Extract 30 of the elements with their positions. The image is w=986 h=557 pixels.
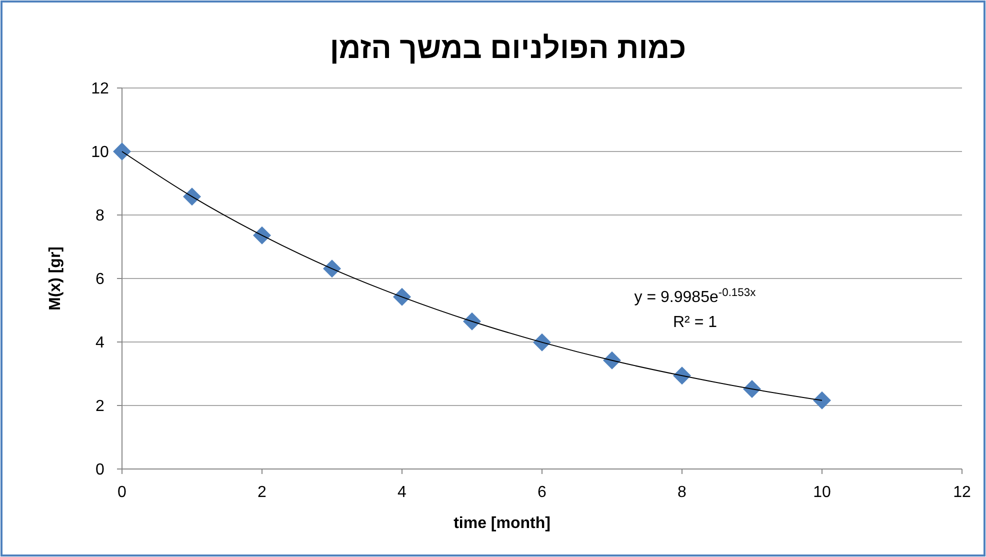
annotation: y = 9.9985e$^{-0.153x}$ [634,287,756,306]
y-tick-label: 6 [96,271,105,288]
x-tick-label: 6 [538,484,547,501]
point [743,380,761,398]
y-tick-label: 10 [91,144,109,162]
y-tick-label: 8 [96,208,105,225]
point [393,288,411,306]
y-axis-title: M(x) [gr] [47,246,64,310]
x-tick-label: 4 [398,484,407,501]
x-tick-label: 8 [678,484,687,501]
point [323,260,341,278]
point [673,366,691,385]
x-tick-label: 0 [118,484,127,501]
x-axis-title: time [month] [454,515,550,532]
point [603,351,621,370]
y-tick-label: 2 [96,398,105,416]
point [253,226,271,244]
chart-title: כמות הפולניום במשך הזמן [330,32,686,65]
point [463,312,481,330]
annotation: R² = 1 [672,314,718,331]
y-tick-label: 4 [96,334,105,352]
point [113,142,131,160]
point [813,391,831,410]
point [533,333,551,352]
point [183,188,201,206]
x-tick-label: 2 [258,484,267,501]
y-tick-label: 12 [91,80,109,98]
y-tick-label: 0 [96,462,105,479]
x-tick-label: 12 [953,484,971,501]
x-tick-label: 10 [813,484,831,501]
